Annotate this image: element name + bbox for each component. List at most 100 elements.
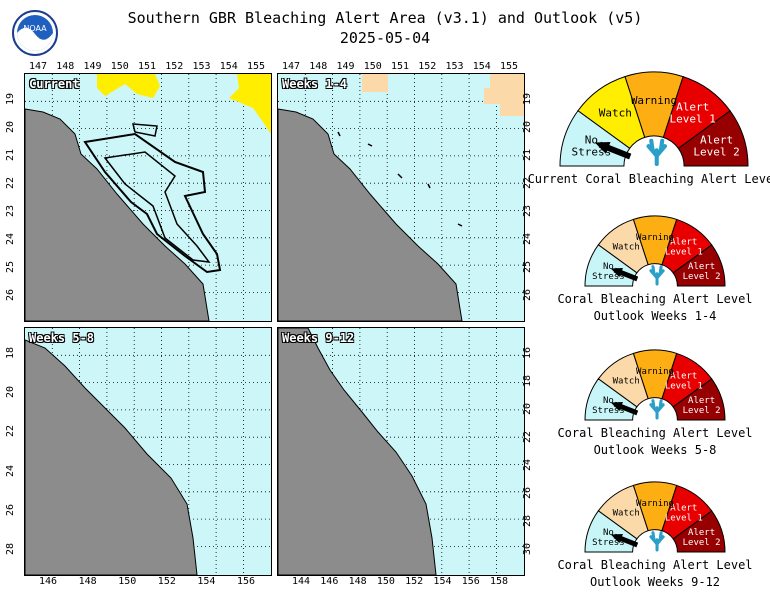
bottom-tick-label: 146: [39, 576, 58, 587]
left-tick-label: 24: [5, 464, 17, 477]
gauge-subcaption: Outlook Weeks 1-4: [593, 309, 717, 323]
left-tick-label: 19: [5, 92, 17, 106]
top-tick-label: 147: [282, 61, 301, 72]
right-tick-label: 18: [522, 374, 534, 388]
no-stress-label: No Stress: [592, 396, 625, 416]
map-panel-current: Current: [24, 73, 272, 322]
alert-level-1-label: Alert Level 1: [665, 238, 703, 258]
alert-level-gauge: Alert Level 2 Alert Level 1 Warning Watch No St…: [571, 200, 739, 288]
coral-icon: [649, 399, 665, 420]
left-tick-label: 26: [5, 503, 17, 516]
top-tick-label: 148: [309, 61, 328, 72]
alert-level-1-label: Alert Level 1: [665, 504, 703, 524]
top-tick-label: 150: [363, 61, 382, 72]
gauge-needle-head: [610, 534, 623, 544]
left-tick-label: 26: [5, 288, 17, 302]
bottom-tick-label: 152: [157, 576, 176, 587]
alert-level-2-label: Alert Level 2: [683, 396, 721, 416]
top-tick-label: 154: [472, 61, 491, 72]
top-tick-label: 148: [56, 61, 75, 72]
bottom-tick-label: 152: [405, 576, 424, 587]
coral-icon: [646, 138, 667, 167]
left-tick-label: 18: [5, 346, 17, 360]
top-tick-label: 154: [219, 61, 238, 72]
left-tick-label: 20: [5, 120, 17, 134]
top-tick-label: 147: [29, 61, 48, 72]
alert-level-gauge: Alert Level 2 Alert Level 1 Warning Watch No St…: [571, 334, 739, 422]
bottom-tick-label: 144: [292, 576, 311, 587]
right-tick-label: 26: [522, 288, 534, 302]
panel-label: Weeks 5-8: [29, 331, 95, 345]
right-tick-label: 24: [522, 458, 534, 472]
panel-label: Weeks 9-12: [282, 331, 355, 345]
right-tick-label: 24: [522, 232, 534, 246]
map-title: Southern GBR Bleaching Alert Area (v3.1)…: [127, 9, 643, 27]
bottom-tick-label: 150: [376, 576, 395, 587]
map-panel-weeks-1-4: Weeks 1-4: [277, 73, 525, 322]
alert-level-gauge: Alert Level 2 Alert Level 1 Warning Watch No St…: [571, 466, 739, 554]
alert-level-2-label: Alert Level 2: [693, 133, 739, 158]
warning-label: Warning: [636, 367, 674, 377]
gauge-needle-head: [594, 142, 611, 154]
top-tick-label: 152: [165, 61, 184, 72]
coral-icon: [649, 531, 665, 552]
right-tick-label: 22: [522, 430, 534, 444]
gauge-subcaption: Outlook Weeks 9-12: [589, 575, 721, 589]
bottom-tick-label: 154: [197, 576, 216, 587]
right-tick-label: 20: [522, 402, 534, 416]
no-stress-label: No Stress: [592, 262, 625, 282]
left-tick-label: 25: [5, 260, 17, 274]
right-tick-label: 26: [522, 486, 534, 500]
top-tick-label: 150: [110, 61, 129, 72]
warning-label: Warning: [636, 233, 674, 243]
bottom-tick-label: 148: [348, 576, 367, 587]
gauge-caption: Coral Bleaching Alert Level: [557, 292, 753, 306]
alert-level-2-label: Alert Level 2: [683, 528, 721, 548]
gauge-caption: Coral Bleaching Alert Level: [557, 426, 753, 440]
watch-label: Watch: [599, 107, 632, 120]
warning-label: Warning: [636, 499, 674, 509]
panel-label: Weeks 1-4: [282, 77, 348, 91]
alert-level-2-label: Alert Level 2: [683, 262, 721, 282]
top-tick-label: 153: [192, 61, 211, 72]
left-tick-label: 20: [5, 386, 17, 399]
watch-label: Watch: [613, 509, 640, 519]
right-tick-label: 28: [522, 514, 534, 528]
right-tick-label: 20: [522, 120, 534, 134]
right-tick-label: 25: [522, 260, 534, 274]
left-tick-label: 28: [5, 542, 17, 556]
panel-label: Current: [29, 77, 80, 91]
bottom-tick-label: 158: [490, 576, 509, 587]
left-tick-label: 24: [5, 232, 17, 246]
left-tick-label: 21: [5, 148, 17, 162]
gauge-subcaption: Outlook Weeks 5-8: [593, 443, 717, 457]
bottom-tick-label: 154: [433, 576, 452, 587]
no-stress-label: No Stress: [592, 528, 625, 548]
right-tick-label: 16: [522, 346, 534, 360]
top-tick-label: 149: [336, 61, 355, 72]
top-tick-label: 149: [83, 61, 102, 72]
left-tick-label: 22: [5, 425, 17, 438]
gauge-caption: Current Coral Bleaching Alert Level: [527, 172, 770, 186]
bottom-tick-label: 146: [320, 576, 339, 587]
watch-label: Watch: [613, 377, 640, 387]
alert-level-1-label: Alert Level 1: [665, 372, 703, 392]
alert-level-1-label: Alert Level 1: [669, 101, 715, 126]
left-tick-label: 23: [5, 204, 17, 218]
noaa-logo: NOAA: [12, 10, 58, 56]
right-tick-label: 21: [522, 148, 534, 162]
left-tick-label: 22: [5, 176, 17, 190]
gauge-caption: Coral Bleaching Alert Level: [557, 558, 753, 572]
bottom-tick-label: 148: [78, 576, 97, 587]
bottom-tick-label: 156: [461, 576, 480, 587]
alert-level-gauge: Alert Level 2 Alert Level 1 Warning Watch No St…: [546, 68, 762, 168]
svg-text:NOAA: NOAA: [23, 24, 47, 33]
top-tick-label: 151: [391, 61, 410, 72]
coral-icon: [649, 265, 665, 286]
gauge-needle-head: [610, 402, 623, 412]
right-tick-label: 23: [522, 204, 534, 218]
right-tick-label: 30: [522, 542, 534, 556]
bottom-tick-label: 156: [237, 576, 256, 587]
top-tick-label: 152: [418, 61, 437, 72]
warning-label: Warning: [631, 94, 677, 107]
